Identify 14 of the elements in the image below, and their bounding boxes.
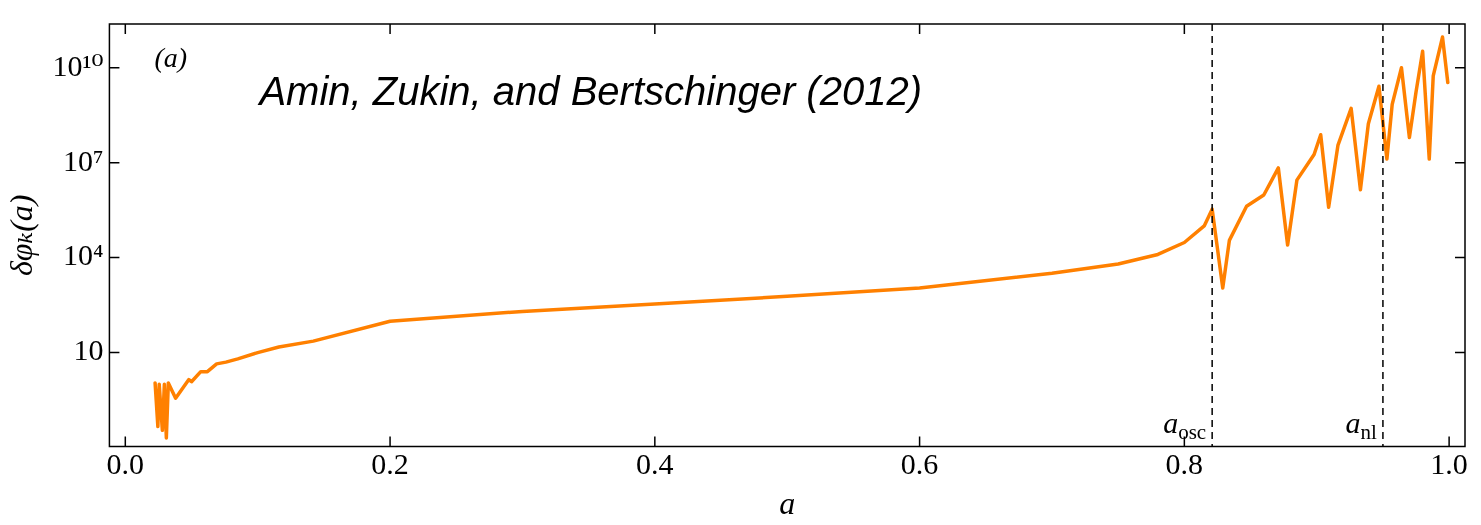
y-tick-label: 10 xyxy=(73,333,104,367)
x-tick-label: 0.8 xyxy=(1165,447,1204,481)
x-tick-label: 0.0 xyxy=(106,447,145,481)
x-tick-label: 0.6 xyxy=(900,447,939,481)
annotation: (a) xyxy=(154,42,188,74)
x-tick-label: 0.4 xyxy=(636,447,674,481)
x-tick-label: 1.0 xyxy=(1430,447,1468,481)
y-tick-label: 10¹⁰ xyxy=(52,48,104,82)
y-axis-title: δφₖ(a) xyxy=(2,194,39,277)
x-tick-label: 0.2 xyxy=(371,447,409,481)
y-tick-label: 10⁴ xyxy=(62,238,104,272)
x-axis-title: a xyxy=(779,485,796,522)
annotation: Amin, Zukin, and Bertschinger (2012) xyxy=(257,69,922,114)
y-tick-label: 10⁷ xyxy=(62,143,104,177)
